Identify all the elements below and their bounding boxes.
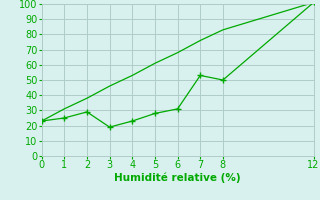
X-axis label: Humidité relative (%): Humidité relative (%) bbox=[114, 173, 241, 183]
